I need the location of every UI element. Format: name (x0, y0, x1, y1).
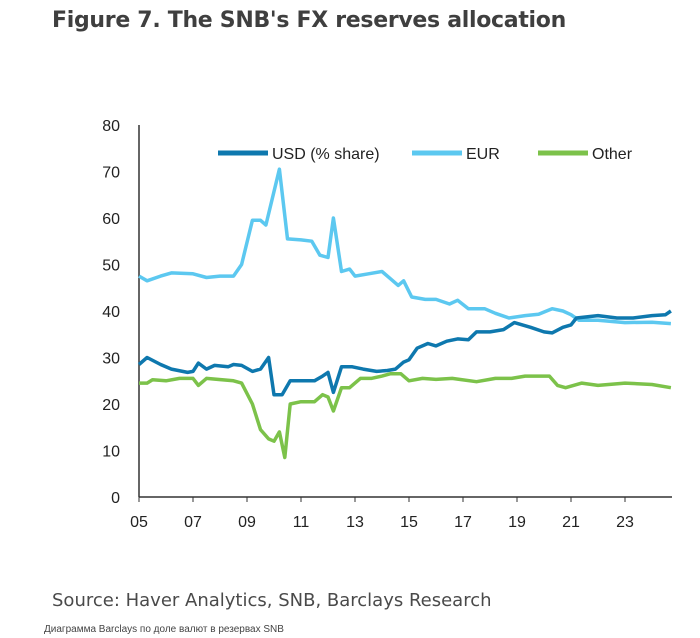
x-tick-label: 17 (454, 514, 472, 531)
x-tick-label: 23 (616, 514, 634, 531)
y-tick-label: 20 (102, 397, 120, 414)
image-caption: Диаграмма Barclays по доле валют в резер… (44, 624, 284, 635)
y-tick-label: 50 (102, 258, 120, 275)
series-line-usd (137, 309, 672, 397)
x-tick-label: 07 (184, 514, 202, 531)
legend-label: Other (592, 146, 633, 163)
legend-label: EUR (466, 146, 500, 163)
x-tick-label: 15 (400, 514, 418, 531)
y-tick-label: 40 (102, 304, 120, 321)
line-chart: 0 10 20 30 40 50 60 70 80 05 07 09 11 13 15 17 19 21 23 USD… (102, 118, 672, 531)
y-tick-label: 60 (102, 211, 120, 228)
y-tick-label: 80 (102, 118, 120, 135)
x-tick-label: 21 (562, 514, 580, 531)
x-tick-label: 09 (238, 514, 256, 531)
series-line-other (139, 372, 672, 460)
series-line-eur (138, 167, 672, 326)
y-tick-label: 30 (102, 351, 120, 368)
y-tick-label: 0 (111, 490, 120, 507)
chart-title: Figure 7. The SNB's FX reserves allocati… (52, 8, 566, 33)
x-tick-label: 05 (130, 514, 148, 531)
x-tick-label: 11 (293, 514, 310, 531)
legend-label: USD (% share) (272, 146, 380, 163)
y-tick-label: 70 (102, 165, 120, 182)
y-tick-label: 10 (102, 444, 120, 461)
x-tick-label: 13 (346, 514, 364, 531)
source-note: Source: Haver Analytics, SNB, Barclays R… (52, 590, 492, 611)
x-tick-label: 19 (508, 514, 526, 531)
